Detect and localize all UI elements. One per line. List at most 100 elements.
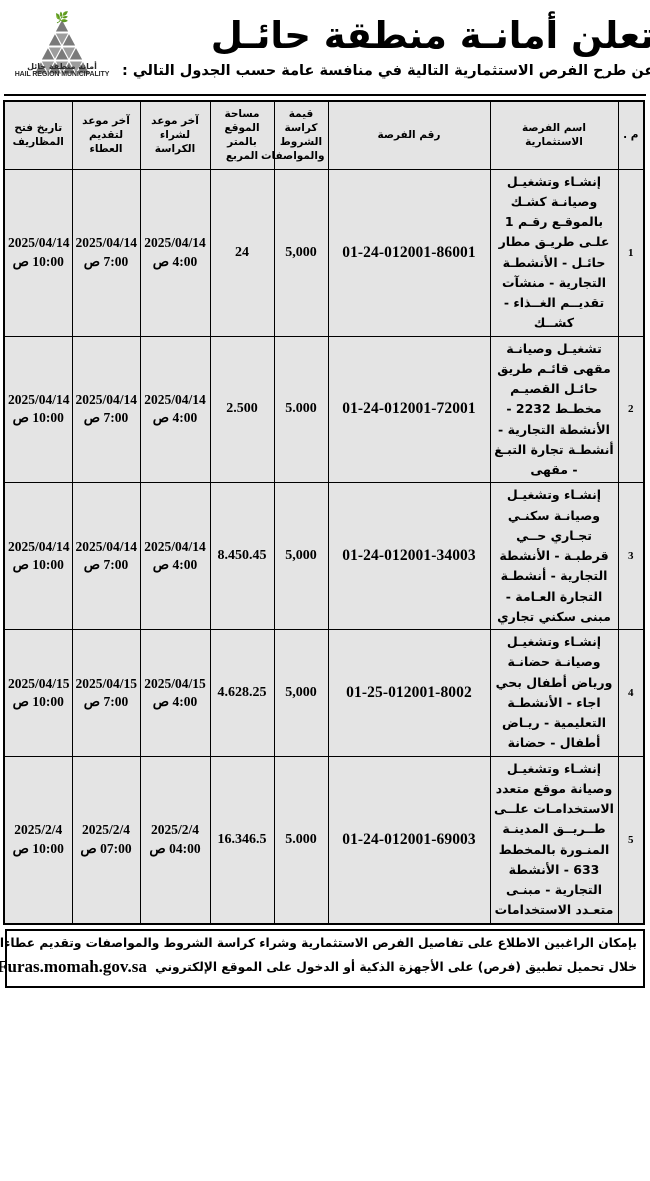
booklet-deadline-date: 2025/04/14 <box>144 538 206 554</box>
opportunities-table-wrapper: م . اسم الفرصة الاستثمارية رقم الفرصة قي… <box>0 96 650 925</box>
cell-booklet-deadline: 2025/04/15 4:00 ص <box>139 629 211 757</box>
bid-deadline-time: 7:00 ص <box>83 693 129 709</box>
cell-name: إنشـاء وتشغيـل وصيانـة سكنـي تجـاري حــي… <box>489 482 619 630</box>
table-header-row: م . اسم الفرصة الاستثمارية رقم الفرصة قي… <box>3 100 645 170</box>
cell-area: 4.628.25 <box>209 629 275 757</box>
cell-bid-deadline: 2025/04/14 7:00 ص <box>71 335 141 484</box>
booklet-deadline-date: 2025/04/14 <box>144 392 206 408</box>
booklet-deadline-date: 2025/04/14 <box>144 235 206 251</box>
table-body: 1 إنشـاء وتشغيـل وصيانـة كشـك بالموقـع ر… <box>3 168 645 924</box>
opening-date: 2025/04/14 <box>8 235 70 251</box>
bid-deadline-date: 2025/04/14 <box>75 392 138 408</box>
col-header-site-area-line1: مساحة الموقع <box>224 107 260 135</box>
opening-date: 2025/04/15 <box>8 675 70 691</box>
bid-deadline-time: 07:00 ص <box>80 840 132 856</box>
opening-time: 10:00 ص <box>12 253 64 269</box>
cell-bid-deadline: 2025/04/14 7:00 ص <box>71 482 141 630</box>
bid-deadline-date: 2025/2/4 <box>81 822 130 838</box>
cell-booklet-deadline: 2025/04/14 4:00 ص <box>139 335 211 484</box>
col-header-booklet-fee: قيمة كراسة الشروط والمواصفات <box>261 100 329 170</box>
header-text-block: تعلن أمانـة منطقة حائـل عن طرح الفرص الا… <box>118 4 650 92</box>
col-header-booklet-deadline-line1: آخر موعد <box>151 114 199 127</box>
col-header-site-area-line2: بالمتر المربع <box>225 136 259 163</box>
bid-deadline-date: 2025/04/14 <box>75 538 138 554</box>
footer-line-2-text: خلال تحميل تطبيق (فرص) على الأجهزة الذكي… <box>155 960 637 975</box>
cell-opening-date: 2025/2/4 10:00 ص <box>3 755 73 924</box>
opening-time: 10:00 ص <box>12 693 64 709</box>
col-header-booklet-deadline: آخر موعد لشراء الكراسة <box>139 100 211 170</box>
cell-bid-deadline: 2025/2/4 07:00 ص <box>71 755 141 924</box>
footer-line-2: خلال تحميل تطبيق (فرص) على الأجهزة الذكي… <box>0 954 637 980</box>
bid-deadline-time: 7:00 ص <box>83 253 129 269</box>
cell-booklet-deadline: 2025/2/4 04:00 ص <box>139 755 211 924</box>
cell-index: 4 <box>617 629 645 757</box>
col-header-booklet-fee-line2: الشروط <box>279 136 323 149</box>
table-row: 3 إنشـاء وتشغيـل وصيانـة سكنـي تجـاري حـ… <box>3 482 645 630</box>
col-header-bid-deadline-line1: آخر موعد <box>82 114 130 127</box>
cell-fee: 5.000 <box>273 335 329 484</box>
col-header-opportunity-name: اسم الفرصة الاستثمارية <box>489 100 619 170</box>
cell-number: 01-24-012001-69003 <box>327 755 491 924</box>
triangle-mosaic-icon <box>33 17 91 75</box>
booklet-deadline-date: 2025/04/15 <box>144 675 206 691</box>
opening-date: 2025/04/14 <box>8 392 70 408</box>
cell-fee: 5,000 <box>273 629 329 757</box>
opening-time: 10:00 ص <box>12 410 64 426</box>
cell-area: 24 <box>209 168 275 337</box>
table-row: 2 تشغيـل وصيانـة مقهى قائـم طريق حائـل ا… <box>3 335 645 484</box>
opportunities-table: م . اسم الفرصة الاستثمارية رقم الفرصة قي… <box>3 100 645 925</box>
hail-logo-name-en: HAIL REGION MUNICIPALITY <box>14 71 110 78</box>
cell-bid-deadline: 2025/04/14 7:00 ص <box>71 168 141 337</box>
cell-area: 16.346.5 <box>209 755 275 924</box>
bid-deadline-time: 7:00 ص <box>83 410 129 426</box>
col-header-envelope-opening: تاريخ فتح المظاريف <box>3 100 73 170</box>
cell-opening-date: 2025/04/14 10:00 ص <box>3 482 73 630</box>
cell-area: 8.450.45 <box>209 482 275 630</box>
table-row: 4 إنشـاء وتشغيـل وصيانـة حضانـة ورياض أط… <box>3 629 645 757</box>
cell-index: 1 <box>617 168 645 337</box>
col-header-booklet-fee-line3: والمواصفات <box>261 150 325 163</box>
cell-booklet-deadline: 2025/04/14 4:00 ص <box>139 168 211 337</box>
cell-opening-date: 2025/04/14 10:00 ص <box>3 168 73 337</box>
cell-name: إنشـاء وتشغيـل وصيانـة كشـك بالموقـع رقـ… <box>489 168 619 337</box>
opening-date: 2025/2/4 <box>14 822 63 838</box>
table-row: 1 إنشـاء وتشغيـل وصيانـة كشـك بالموقـع ر… <box>3 168 645 337</box>
page-title: تعلن أمانـة منطقة حائـل <box>210 14 650 58</box>
cell-opening-date: 2025/04/15 10:00 ص <box>3 629 73 757</box>
opening-date: 2025/04/14 <box>8 538 70 554</box>
cell-index: 2 <box>617 335 645 484</box>
col-header-booklet-deadline-line2: لشراء الكراسة <box>154 129 196 156</box>
booklet-deadline-time: 4:00 ص <box>152 253 198 269</box>
col-header-index: م . <box>617 100 645 170</box>
hail-logo-name-ar: أمانة منطقة حائل <box>27 62 97 71</box>
furas-portal-url[interactable]: https://Furas.momah.gov.sa <box>0 957 147 977</box>
cell-name: إنشـاء وتشغيـل وصيانـة حضانـة ورياض أطفا… <box>489 629 619 757</box>
cell-fee: 5.000 <box>273 755 329 924</box>
cell-fee: 5,000 <box>273 168 329 337</box>
footer-note: بإمكان الراغبين الاطلاع على تفاصيل الفرص… <box>0 928 645 988</box>
page-header: 🌿 <box>0 0 650 94</box>
cell-name: إنشـاء وتشغيـل وصيانة موقع متعدد الاستخد… <box>489 755 619 924</box>
booklet-deadline-time: 4:00 ص <box>152 557 198 573</box>
table-row: 5 إنشـاء وتشغيـل وصيانة موقع متعدد الاست… <box>3 755 645 924</box>
cell-number: 01-24-012001-34003 <box>327 482 491 630</box>
col-header-bid-deadline: آخر موعد لتقديم العطاء <box>71 100 141 170</box>
cell-index: 3 <box>617 482 645 630</box>
cell-name: تشغيـل وصيانـة مقهى قائـم طريق حائـل الق… <box>489 335 619 484</box>
header-divider <box>4 94 646 96</box>
booklet-deadline-time: 04:00 ص <box>149 840 201 856</box>
cell-opening-date: 2025/04/14 10:00 ص <box>3 335 73 484</box>
col-header-booklet-fee-line1: قيمة كراسة <box>284 107 318 135</box>
page-subtitle: عن طرح الفرص الاستثمارية التالية في مناف… <box>122 62 650 79</box>
saudi-palm-swords-emblem-icon: 🌿 <box>55 12 69 24</box>
cell-booklet-deadline: 2025/04/14 4:00 ص <box>139 482 211 630</box>
opening-time: 10:00 ص <box>12 840 64 856</box>
cell-index: 5 <box>617 755 645 924</box>
cell-number: 01-25-012001-8002 <box>327 629 491 757</box>
footer-line-1: بإمكان الراغبين الاطلاع على تفاصيل الفرص… <box>0 935 637 950</box>
table-header: م . اسم الفرصة الاستثمارية رقم الفرصة قي… <box>3 100 645 170</box>
bid-deadline-time: 7:00 ص <box>83 557 129 573</box>
cell-fee: 5,000 <box>273 482 329 630</box>
hail-municipality-logo: 🌿 <box>6 4 118 92</box>
